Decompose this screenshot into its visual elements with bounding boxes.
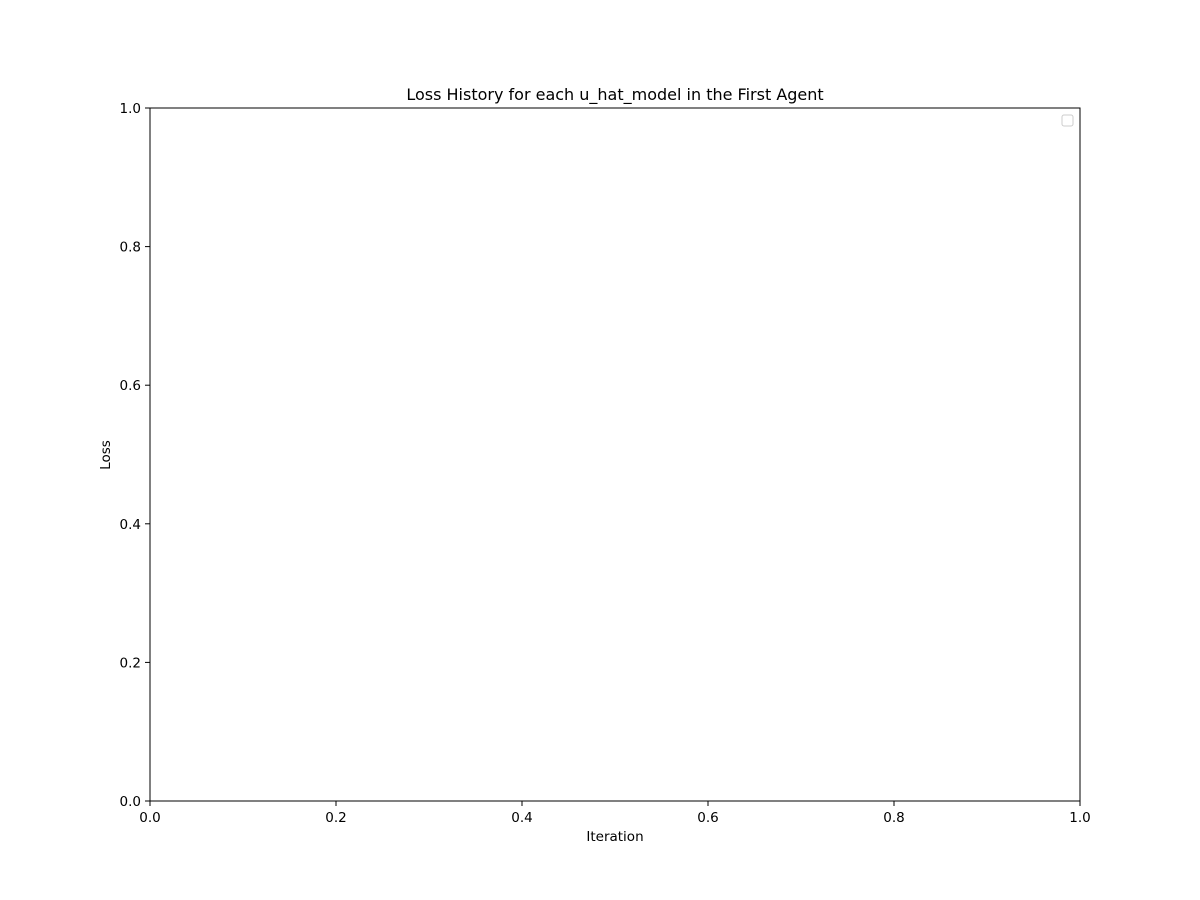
y-axis-label: Loss bbox=[98, 440, 114, 470]
x-tick-label: 0.0 bbox=[139, 810, 160, 826]
x-tick-label: 0.8 bbox=[883, 810, 904, 826]
x-tick-label: 1.0 bbox=[1069, 810, 1090, 826]
y-axis-ticks: 0.0 0.2 0.4 0.6 0.8 1.0 bbox=[120, 101, 150, 810]
y-tick-label: 0.2 bbox=[120, 655, 141, 671]
y-tick-label: 0.4 bbox=[120, 517, 141, 533]
x-axis-label: Iteration bbox=[586, 829, 643, 845]
y-tick-label: 1.0 bbox=[120, 101, 141, 117]
axes-frame bbox=[149, 107, 1081, 802]
plot-area bbox=[150, 108, 1080, 801]
y-tick-label: 0.0 bbox=[120, 794, 141, 810]
y-tick-label: 0.6 bbox=[120, 378, 141, 394]
x-tick-label: 0.2 bbox=[325, 810, 346, 826]
x-tick-label: 0.4 bbox=[511, 810, 532, 826]
legend bbox=[1061, 114, 1074, 127]
y-tick-label: 0.8 bbox=[120, 240, 141, 256]
chart-title: Loss History for each u_hat_model in the… bbox=[406, 85, 823, 105]
x-axis-ticks: 0.0 0.2 0.4 0.6 0.8 1.0 bbox=[139, 801, 1091, 826]
x-tick-label: 0.6 bbox=[697, 810, 718, 826]
